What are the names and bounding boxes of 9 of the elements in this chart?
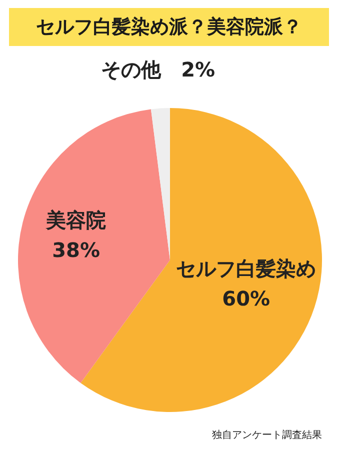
data-label: 38%: [52, 238, 100, 262]
pie-slice: [150, 108, 170, 260]
text: 独自アンケート調査結果: [211, 428, 322, 442]
slice-label: その他 2%: [101, 57, 216, 82]
pie-slice: [18, 109, 170, 383]
slice-label: セルフ白髪染め: [176, 256, 316, 281]
chart-title: セルフ白髪染め派？美容院派？: [9, 8, 329, 46]
data-label: 60%: [222, 286, 270, 311]
slice-label: 美容院: [45, 208, 106, 232]
